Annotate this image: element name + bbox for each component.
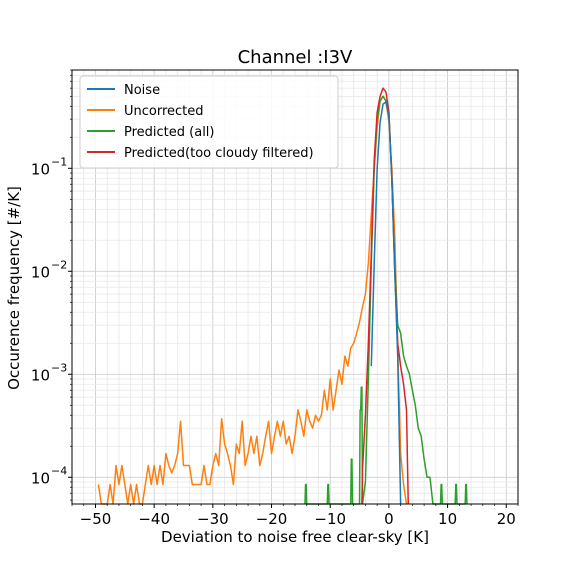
legend-entry: Noise (124, 83, 160, 98)
y-tick-exponent: −1 (51, 155, 67, 168)
x-tick-label: 20 (497, 510, 516, 528)
x-tick-label: 0 (384, 510, 394, 528)
legend-box (79, 75, 339, 169)
legend: Noise Uncorrected Predicted (all) Predicted… (79, 75, 339, 169)
x-axis: −50 −40 −30 −20 −10 0 10 20 (71, 504, 519, 528)
x-tick-label: −40 (138, 510, 170, 528)
x-axis-label: Deviation to noise free clear-sky [K] (161, 528, 429, 546)
y-tick-exponent: −2 (51, 258, 67, 271)
series-line-uncorrected (97, 95, 408, 505)
y-tick-label: 10 (31, 366, 50, 384)
legend-entry: Predicted(too cloudy filtered) (124, 146, 314, 161)
y-axis-label: Occurence frequency [#/K] (5, 186, 23, 390)
y-tick-label: 10 (31, 263, 50, 281)
legend-entry: Predicted (all) (124, 125, 215, 140)
legend-entry: Uncorrected (124, 104, 204, 119)
x-tick-label: −20 (256, 510, 288, 528)
series-line-noise (370, 101, 402, 505)
x-tick-label: −30 (197, 510, 229, 528)
y-tick-exponent: −4 (51, 464, 67, 477)
x-tick-label: −10 (314, 510, 346, 528)
y-tick-exponent: −3 (51, 361, 67, 374)
x-tick-label: 10 (438, 510, 457, 528)
chart-title: Channel :I3V (238, 47, 353, 68)
x-tick-label: −50 (80, 510, 112, 528)
series-line-predicted-too-cloudy-filtered (361, 87, 410, 505)
y-tick-label: 10 (31, 160, 50, 178)
y-axis: 10−410−310−210−1 (31, 69, 72, 501)
y-tick-label: 10 (31, 469, 50, 487)
